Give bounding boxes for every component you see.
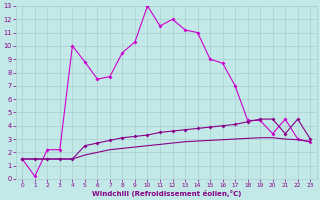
- X-axis label: Windchill (Refroidissement éolien,°C): Windchill (Refroidissement éolien,°C): [92, 190, 241, 197]
